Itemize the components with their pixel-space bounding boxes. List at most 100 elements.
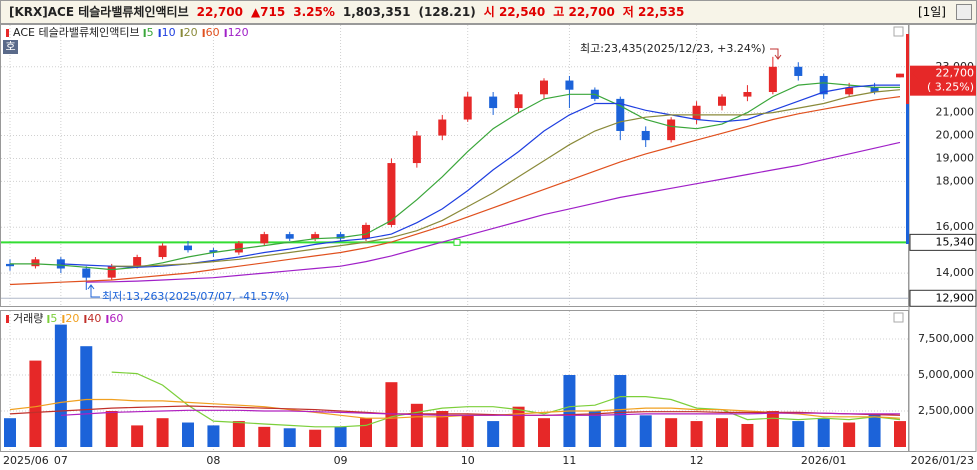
candle-body [718,96,726,106]
x-tick-label: 09 [334,454,348,467]
legend-entry: 60 [206,26,220,39]
volume-bar [766,411,779,447]
ma-line [9,398,901,419]
volume-bar [80,346,93,447]
candle-body [133,257,142,267]
volume-bar [334,426,347,447]
header: [KRX]ACE 테슬라밸류체인액티브 22,700 ▲715 3.25% 1,803,… [0,0,977,24]
volume-bar [182,422,194,447]
candle-body [667,119,676,141]
x-tick-label: 12 [690,454,704,467]
header-field: ▲715 [250,5,286,19]
badge-label: 호 [5,40,15,53]
volume-bar [207,425,220,447]
candle-body [387,163,396,225]
ma-line [111,371,901,428]
candle-body [768,66,777,93]
panel-button[interactable] [893,26,904,37]
volume-bar [817,418,830,447]
candle-body [692,105,701,120]
candle-body [540,80,548,95]
header-field: 저 22,535 [622,5,685,19]
volume-bar [512,406,525,447]
y-tick-label: 7,500,000 [918,332,974,345]
volume-bar [258,426,271,447]
legend-title: 거래량 [13,312,43,325]
volume-bar [4,418,16,447]
volume-bar [54,324,67,447]
volume-bar [487,421,500,447]
handle [453,238,461,246]
legend-swatch [202,29,205,37]
y-tick-label: 16,000 [936,220,975,233]
volume-bar [29,360,42,447]
panel-button[interactable] [893,312,904,323]
header-field: (128.21) [418,5,476,19]
candle-body [743,92,752,97]
candle-body [31,259,40,267]
legend-swatch [143,29,146,37]
candle-body [463,96,472,120]
volume-bar [385,382,398,447]
ma-line [9,96,901,286]
legend-swatch [106,315,109,323]
legend-entry: 120 [228,26,249,39]
header-field: 시 22,540 [483,5,546,19]
candle-body [362,224,370,239]
candle-body [896,73,904,78]
candle-body [870,87,879,93]
y-tick-label: 19,000 [936,151,975,164]
x-tick-label: 11 [562,454,576,467]
legend-swatch [84,315,87,323]
ma-line [111,89,901,267]
volume-bar [156,418,169,447]
volume-bar [309,429,322,447]
volume-bar [436,411,449,447]
candle-body [311,234,320,239]
volume-bar [588,411,601,447]
y-tick-label: 18,000 [936,174,975,187]
legend-swatch [6,29,9,37]
period[interactable]: [1일] [917,5,946,19]
price-box-label: 12,900 [936,291,975,304]
candle-body [489,96,498,109]
ma-line [9,405,901,416]
candle-body [514,94,523,109]
candle-body [260,234,269,244]
volume-bar [843,422,856,447]
volume-bar [131,425,144,447]
candle-body [845,87,854,95]
candle-body [641,130,650,141]
legend-entry: 20 [184,26,198,39]
current-change: ( 3.25%) [927,81,974,94]
candle-body [438,119,447,136]
low-annotation: 최저:13,263(2025/07/07, -41.57%) [102,290,289,303]
range-bar [906,34,909,104]
current-marker [912,68,918,79]
y-tick-label: 2,500,000 [918,404,974,417]
candle-body [56,259,65,269]
candle-body [158,245,167,258]
ma-line [60,409,900,416]
price-box [909,289,977,307]
y-tick-label: 14,000 [936,266,975,279]
current-price: 22,700 [936,67,975,80]
header-field: 3.25% [293,5,335,19]
legend-entry: 20 [65,312,79,325]
candle-body [412,135,421,164]
header-field: 1,803,351 [342,5,411,19]
volume-bar [360,418,372,447]
close-button[interactable] [956,4,972,20]
y-tick-label: 21,000 [936,106,975,119]
range-bar [906,104,909,244]
price-box-label: 15,340 [936,235,975,248]
y-tick-label: 20,000 [936,129,975,142]
volume-bar [614,375,627,447]
high-arrow [770,48,782,60]
low-arrow [87,284,100,298]
volume-bar [461,415,474,447]
current-box [910,65,976,96]
volume-bar [894,421,906,447]
legend-swatch [180,29,183,37]
